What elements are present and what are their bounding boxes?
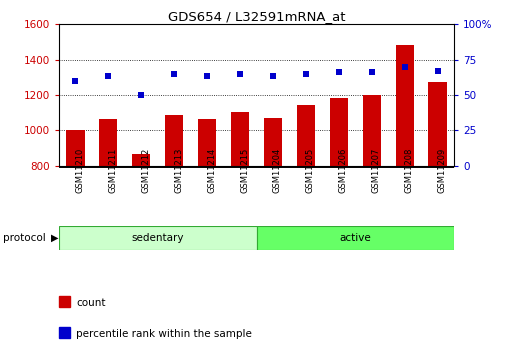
Text: GSM11213: GSM11213 bbox=[174, 148, 183, 193]
Title: GDS654 / L32591mRNA_at: GDS654 / L32591mRNA_at bbox=[168, 10, 345, 23]
Text: GSM11206: GSM11206 bbox=[339, 148, 348, 193]
Text: GSM11214: GSM11214 bbox=[207, 148, 216, 193]
Bar bbox=[59, 226, 256, 250]
Point bbox=[104, 74, 112, 79]
Bar bbox=[100, 119, 117, 166]
Bar bbox=[264, 118, 282, 166]
Point bbox=[302, 71, 310, 76]
Bar bbox=[396, 46, 413, 166]
Bar bbox=[66, 130, 85, 166]
Bar bbox=[231, 112, 249, 166]
Text: GSM11211: GSM11211 bbox=[108, 148, 117, 193]
Point bbox=[137, 92, 145, 98]
Bar bbox=[330, 98, 348, 166]
Bar bbox=[198, 119, 216, 166]
Text: GSM11210: GSM11210 bbox=[75, 148, 85, 193]
Text: ▶: ▶ bbox=[51, 233, 59, 243]
Bar bbox=[132, 154, 150, 166]
Text: GSM11212: GSM11212 bbox=[141, 148, 150, 193]
Point bbox=[334, 69, 343, 75]
Point bbox=[269, 74, 277, 79]
Point bbox=[401, 64, 409, 69]
Point bbox=[71, 78, 80, 83]
Text: protocol: protocol bbox=[3, 233, 45, 243]
Bar bbox=[363, 95, 381, 166]
Text: GSM11207: GSM11207 bbox=[372, 148, 381, 193]
Text: GSM11208: GSM11208 bbox=[405, 148, 413, 193]
Text: GSM11204: GSM11204 bbox=[273, 148, 282, 193]
Text: GSM11205: GSM11205 bbox=[306, 148, 315, 193]
Bar bbox=[256, 226, 454, 250]
Text: active: active bbox=[340, 233, 371, 243]
Bar bbox=[428, 82, 447, 166]
Text: percentile rank within the sample: percentile rank within the sample bbox=[76, 328, 252, 338]
Point bbox=[368, 69, 376, 75]
Point bbox=[203, 74, 211, 79]
Point bbox=[236, 71, 244, 76]
Text: count: count bbox=[76, 297, 106, 307]
Point bbox=[433, 68, 442, 73]
Bar bbox=[165, 115, 183, 166]
Text: sedentary: sedentary bbox=[131, 233, 184, 243]
Bar bbox=[297, 106, 315, 166]
Point bbox=[170, 71, 179, 76]
Text: GSM11215: GSM11215 bbox=[240, 148, 249, 193]
Text: GSM11209: GSM11209 bbox=[438, 148, 446, 193]
